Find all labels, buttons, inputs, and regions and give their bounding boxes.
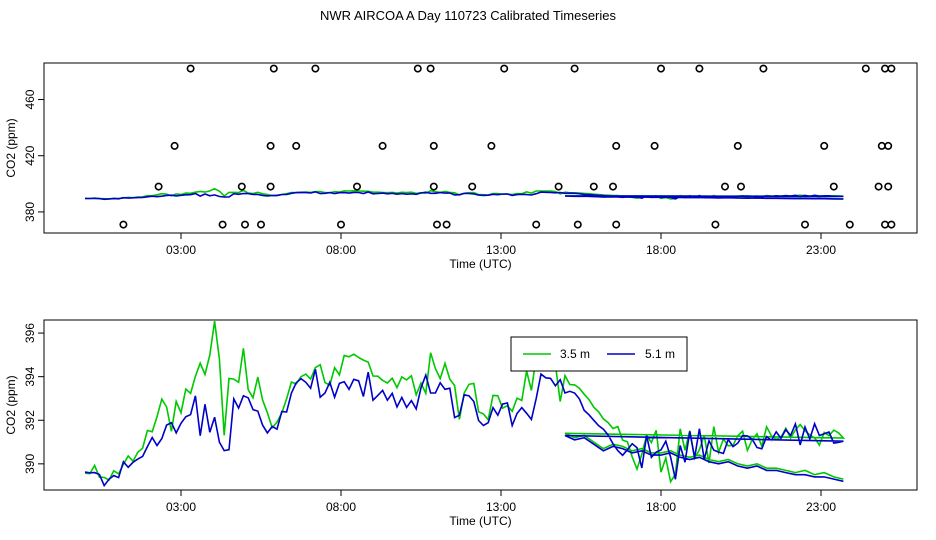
reference-point — [887, 64, 896, 73]
reference-point — [733, 141, 742, 150]
y-tick-label: 394 — [23, 366, 37, 386]
x-axis-label: Time (UTC) — [449, 514, 511, 528]
reference-point — [612, 220, 621, 229]
reference-point — [650, 141, 659, 150]
reference-point — [237, 182, 246, 191]
reference-point — [378, 141, 387, 150]
y-tick-label: 392 — [23, 410, 37, 430]
reference-point — [861, 64, 870, 73]
reference-point — [608, 182, 617, 191]
x-tick-label: 18:00 — [646, 500, 676, 514]
x-tick-label: 18:00 — [646, 243, 676, 257]
y-axis-label: CO2 (ppm) — [4, 118, 18, 177]
x-tick-label: 03:00 — [166, 243, 196, 257]
x-tick-label: 13:00 — [486, 500, 516, 514]
reference-point — [656, 64, 665, 73]
reference-point — [759, 64, 768, 73]
reference-point — [887, 220, 896, 229]
reference-point — [170, 141, 179, 150]
y-tick-label: 396 — [23, 323, 37, 343]
bottom-panel: 03:00 08:00 13:00 18:00 23:00 390 392 394 396 Tim… — [4, 319, 918, 528]
reference-point — [884, 182, 893, 191]
reference-point — [487, 141, 496, 150]
reference-point — [269, 64, 278, 73]
reference-point — [119, 220, 128, 229]
plot-frame — [43, 62, 918, 234]
x-tick-label: 23:00 — [806, 500, 836, 514]
reference-point — [311, 64, 320, 73]
reference-point — [845, 220, 854, 229]
plot-frame — [43, 319, 918, 491]
reference-point — [554, 182, 563, 191]
reference-point — [573, 220, 582, 229]
reference-point — [426, 64, 435, 73]
reference-point — [829, 182, 838, 191]
reference-point — [256, 220, 265, 229]
reference-point — [292, 141, 301, 150]
reference-point — [429, 182, 438, 191]
reference-point — [500, 64, 509, 73]
reference-point — [442, 220, 451, 229]
reference-point — [880, 64, 889, 73]
plot-area — [84, 64, 896, 229]
reference-point — [800, 220, 809, 229]
reference-point — [736, 182, 745, 191]
reference-point — [241, 220, 250, 229]
reference-point — [532, 220, 541, 229]
chart-title: NWR AIRCOA A Day 110723 Calibrated Times… — [320, 8, 616, 23]
reference-point — [711, 220, 720, 229]
y-tick-label: 390 — [23, 454, 37, 474]
reference-point — [884, 141, 893, 150]
reference-point — [877, 141, 886, 150]
y-tick-label: 420 — [23, 145, 37, 165]
reference-point — [154, 182, 163, 191]
top-panel: 03:00 08:00 13:00 18:00 23:00 380 420 460 Time (… — [4, 62, 918, 271]
reference-point — [880, 220, 889, 229]
reference-point — [186, 64, 195, 73]
reference-point — [820, 141, 829, 150]
legend-label: 5.1 m — [645, 347, 675, 361]
reference-point — [720, 182, 729, 191]
plot-area — [84, 320, 846, 488]
series-line-green — [84, 320, 846, 484]
legend: 3.5 m 5.1 m — [510, 336, 688, 372]
reference-point — [336, 220, 345, 229]
reference-point — [352, 182, 361, 191]
x-tick-label: 13:00 — [486, 243, 516, 257]
reference-point — [429, 141, 438, 150]
reference-point — [432, 220, 441, 229]
reference-point — [874, 182, 883, 191]
x-tick-label: 08:00 — [326, 500, 356, 514]
series-line-blue — [84, 369, 844, 488]
legend-label: 3.5 m — [560, 347, 590, 361]
reference-point — [570, 64, 579, 73]
series-line-blue — [84, 190, 844, 201]
y-tick-label: 380 — [23, 202, 37, 222]
x-tick-label: 03:00 — [166, 500, 196, 514]
x-tick-label: 08:00 — [326, 243, 356, 257]
reference-point — [612, 141, 621, 150]
x-tick-label: 23:00 — [806, 243, 836, 257]
y-tick-label: 460 — [23, 89, 37, 109]
reference-point — [468, 182, 477, 191]
reference-point — [695, 64, 704, 73]
y-axis-label: CO2 (ppm) — [4, 375, 18, 434]
reference-point — [266, 182, 275, 191]
reference-point — [266, 141, 275, 150]
reference-point — [218, 220, 227, 229]
reference-point — [589, 182, 598, 191]
reference-point — [413, 64, 422, 73]
x-axis-label: Time (UTC) — [449, 257, 511, 271]
